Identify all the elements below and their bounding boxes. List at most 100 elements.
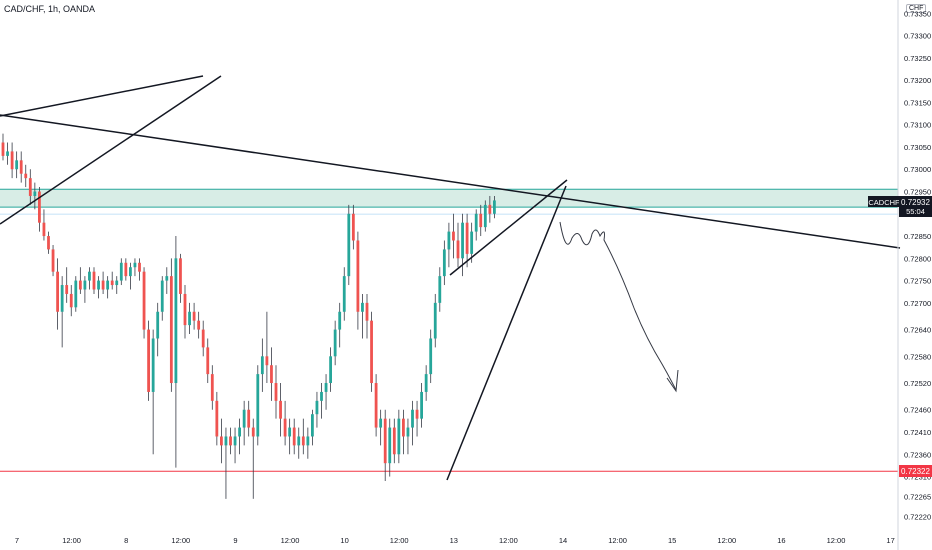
candle-body: [315, 400, 319, 415]
x-tick-label: 8: [124, 536, 128, 545]
x-tick-label: 15: [668, 536, 676, 545]
candle-body: [265, 356, 269, 366]
candle-body: [338, 311, 342, 330]
candle-body: [24, 173, 28, 179]
candle-body: [365, 302, 369, 321]
candle-body: [160, 280, 164, 312]
candle-body: [47, 236, 50, 250]
x-tick-label: 12:00: [171, 536, 190, 545]
candle-body: [233, 436, 237, 446]
candle-body: [133, 262, 137, 268]
candle-body: [429, 338, 433, 375]
support-price-text: 0.72322: [901, 467, 930, 476]
x-tick-label: 12:00: [717, 536, 736, 545]
candle-body: [169, 276, 173, 384]
candle-body: [279, 400, 282, 419]
x-tick-label: 9: [233, 536, 237, 545]
y-tick-label: 0.73050: [904, 143, 931, 152]
candle-body: [110, 280, 114, 286]
candle-body: [247, 409, 251, 428]
candle-body: [69, 293, 73, 308]
candle-body: [374, 383, 378, 428]
candle-body: [461, 222, 464, 259]
candle-body: [333, 329, 337, 357]
currency-label: CHF: [906, 4, 927, 13]
candle-body: [238, 427, 241, 437]
y-tick-label: 0.72220: [904, 513, 931, 522]
candle-body: [442, 249, 446, 277]
candle-body: [342, 276, 346, 312]
y-tick-label: 0.73200: [904, 76, 931, 85]
candle-body: [415, 409, 419, 419]
x-tick-label: 16: [777, 536, 785, 545]
candle-body: [179, 258, 182, 294]
candle-body: [324, 383, 328, 392]
candle-body: [420, 391, 423, 419]
candle-body: [479, 213, 483, 228]
x-tick-label: 17: [886, 536, 894, 545]
candle-body: [383, 418, 387, 464]
candle-body: [15, 160, 19, 170]
candle-body: [397, 418, 401, 455]
y-tick-label: 0.72360: [904, 450, 931, 459]
candle-body: [351, 213, 355, 241]
candle-body: [1, 142, 5, 156]
candle-body: [138, 262, 141, 272]
trendline-descending[interactable]: [0, 114, 901, 249]
y-tick-label: 0.73300: [904, 32, 931, 41]
candle-body: [347, 213, 351, 277]
wedge-lower-line[interactable]: [446, 185, 567, 481]
candle-body: [465, 222, 469, 254]
x-tick-label: 12:00: [827, 536, 846, 545]
candle-body: [88, 271, 91, 281]
candle-body: [10, 151, 14, 170]
candle-body: [411, 409, 414, 428]
candles: [1, 133, 496, 499]
resistance-zone-fill: [0, 189, 898, 208]
candle-body: [438, 276, 442, 303]
candle-body: [33, 191, 37, 196]
candle-body: [60, 285, 64, 312]
candle-body: [183, 293, 187, 326]
candle-body: [424, 374, 428, 392]
candle-body: [124, 262, 128, 277]
x-tick-labels: 7 12:00 8 12:00 9 12:00 10 12:00 13 12:00 14 12:00 1…: [15, 536, 895, 545]
candle-body: [251, 427, 255, 437]
candle-body: [92, 271, 96, 290]
wedge-upper-line[interactable]: [449, 179, 568, 276]
candle-body: [402, 418, 405, 437]
candle-body: [142, 271, 146, 330]
y-tick-label: 0.73100: [904, 121, 931, 130]
candle-body: [224, 436, 228, 446]
chart-title: CAD/CHF, 1h, OANDA: [4, 4, 96, 14]
y-tick-label: 0.72750: [904, 277, 931, 286]
x-tick-label: 13: [450, 536, 458, 545]
candle-body: [28, 178, 32, 196]
y-tick-label: 0.73000: [904, 165, 931, 174]
candle-body: [188, 311, 191, 326]
candle-body: [83, 280, 87, 290]
trendline-drawings[interactable]: [0, 75, 901, 481]
candle-body: [483, 204, 487, 228]
candle-body: [288, 427, 292, 437]
candle-body: [370, 320, 373, 384]
last-price-label: CADCHF 0.72932 55:04: [868, 196, 932, 217]
candle-body: [220, 436, 223, 446]
trendline-upper-left[interactable]: [0, 75, 204, 117]
candle-body: [311, 414, 314, 437]
candle-body: [229, 436, 232, 446]
trendline-diagonal-left[interactable]: [0, 75, 222, 225]
candle-body: [270, 365, 273, 384]
candle-body: [488, 204, 492, 214]
candle-body: [38, 191, 41, 223]
y-tick-label: 0.72460: [904, 406, 931, 415]
symbol-label: CADCHF: [868, 198, 900, 207]
candle-body: [156, 311, 160, 339]
candle-body: [493, 200, 496, 214]
y-tick-label: 0.73150: [904, 98, 931, 107]
candle-body: [470, 231, 474, 254]
projected-path[interactable]: [559, 221, 677, 391]
y-tick-label: 0.72640: [904, 326, 931, 335]
y-tick-label: 0.72850: [904, 232, 931, 241]
